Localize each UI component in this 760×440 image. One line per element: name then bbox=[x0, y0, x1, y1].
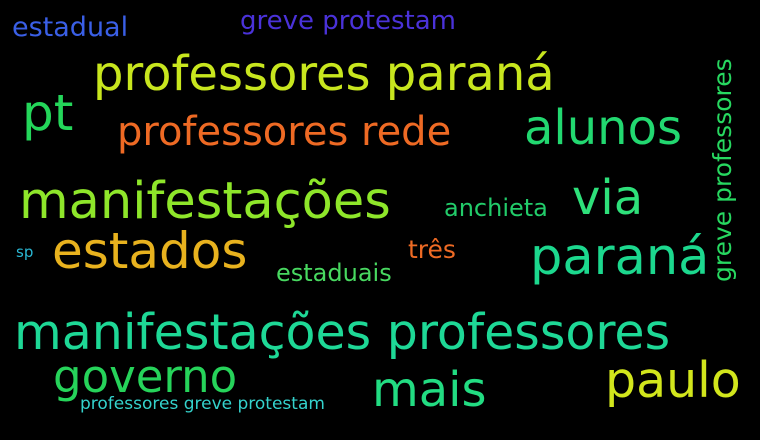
word-paulo: paulo bbox=[605, 352, 741, 409]
word-professores-rede: professores rede bbox=[117, 109, 452, 155]
word-greve-professores: greve professores bbox=[708, 58, 737, 282]
word-estados: estados bbox=[52, 222, 248, 280]
word-greve-protestam: greve protestam bbox=[240, 6, 456, 36]
word-tres: três bbox=[408, 235, 456, 264]
word-mais: mais bbox=[372, 362, 487, 418]
word-estaduais: estaduais bbox=[276, 259, 392, 287]
word-parana: paraná bbox=[530, 228, 710, 287]
word-governo: governo bbox=[53, 350, 238, 403]
word-professores-greve-protestam: professores greve protestam bbox=[80, 394, 325, 414]
word-manifestacoes: manifestações bbox=[19, 172, 391, 231]
word-pt: pt bbox=[22, 84, 74, 142]
word-estadual: estadual bbox=[12, 12, 129, 43]
word-via: via bbox=[572, 170, 644, 226]
word-sp: sp bbox=[16, 243, 34, 261]
word-professores-parana: professores paraná bbox=[93, 46, 555, 102]
word-alunos: alunos bbox=[524, 100, 682, 156]
word-anchieta: anchieta bbox=[444, 194, 548, 222]
word-manifestacoes-professores: manifestações professores bbox=[14, 304, 671, 361]
